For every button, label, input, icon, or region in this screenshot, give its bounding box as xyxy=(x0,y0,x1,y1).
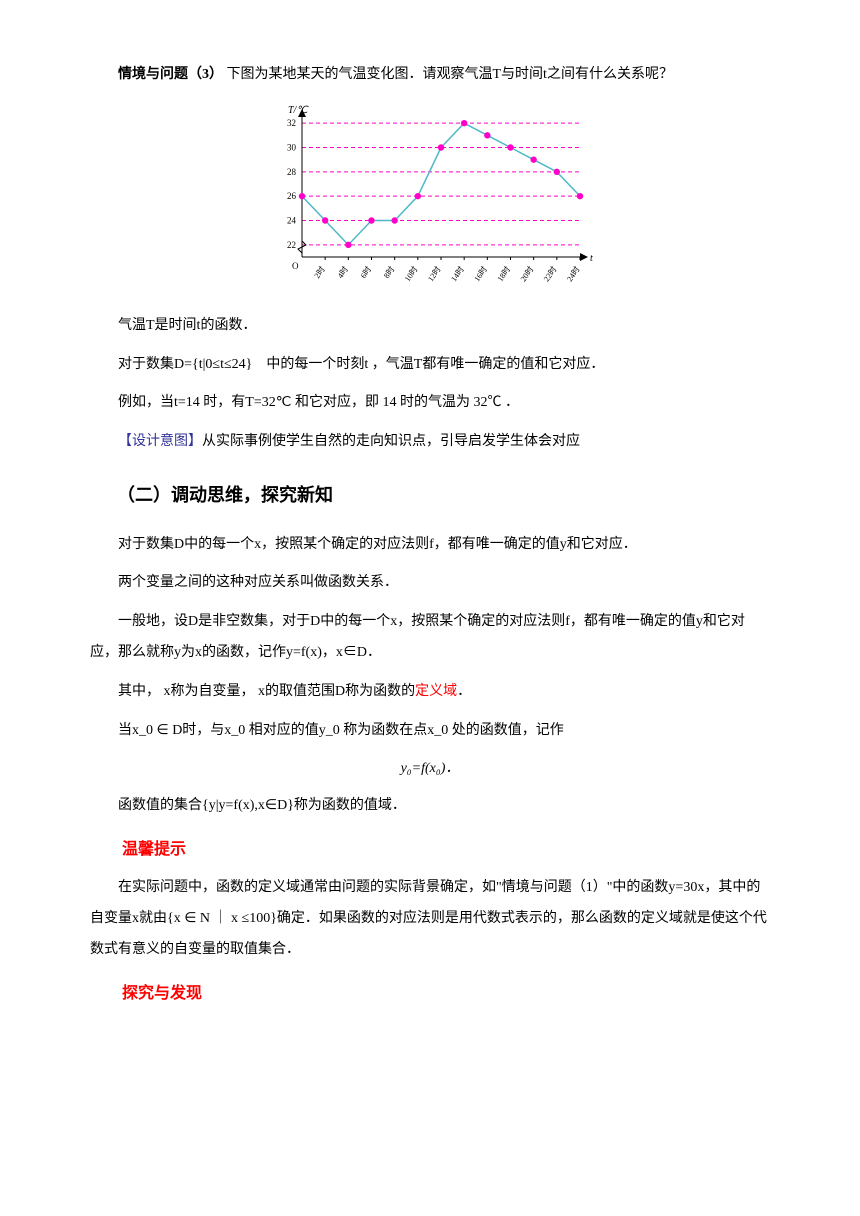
design-intent-para: 【设计意图】从实际事例使学生自然的走向知识点，引导启发学生体会对应 xyxy=(90,427,770,458)
svg-text:26: 26 xyxy=(287,191,297,201)
c4-b-definition-domain: 定义域 xyxy=(415,684,457,699)
design-intent-label: 【设计意图】 xyxy=(118,434,202,449)
chart-svg: 22 24 26 28 30 32 T/℃ t O 2时 4时 6时 8时 10时 12时 14时 16时 18时… xyxy=(260,101,600,291)
q3-label: 情境与问题（3） xyxy=(118,67,223,82)
svg-text:6时: 6时 xyxy=(358,264,373,280)
content-4: 其中， x称为自变量， x的取值范围D称为函数的定义域． xyxy=(90,677,770,708)
svg-text:24时: 24时 xyxy=(564,264,581,283)
svg-text:O: O xyxy=(292,261,299,271)
content-2: 两个变量之间的这种对应关系叫做函数关系． xyxy=(90,568,770,599)
svg-text:10时: 10时 xyxy=(402,264,419,283)
svg-text:14时: 14时 xyxy=(448,264,465,283)
svg-text:30: 30 xyxy=(287,142,297,152)
svg-text:20时: 20时 xyxy=(518,264,535,283)
para-3: 例如，当t=14 时，有T=32℃ 和它对应，即 14 时的气温为 32℃ ． xyxy=(90,388,770,419)
svg-text:4时: 4时 xyxy=(335,264,350,280)
design-intent-text: 从实际事例使学生自然的走向知识点，引导启发学生体会对应 xyxy=(202,434,580,449)
svg-text:t: t xyxy=(590,253,593,264)
para-1: 气温T是时间t的函数． xyxy=(90,311,770,342)
content-1: 对于数集D中的每一个x，按照某个确定的对应法则f，都有唯一确定的值y和它对应． xyxy=(90,530,770,561)
temperature-chart: 22 24 26 28 30 32 T/℃ t O 2时 4时 6时 8时 10时 12时 14时 16时 18时… xyxy=(260,101,600,291)
svg-text:2时: 2时 xyxy=(312,264,327,280)
explore-heading: 探究与发现 xyxy=(90,976,770,1011)
chart-container: 22 24 26 28 30 32 T/℃ t O 2时 4时 6时 8时 10时 12时 14时 16时 18时… xyxy=(90,101,770,291)
c4-a: 其中， x称为自变量， x的取值范围D称为函数的 xyxy=(118,684,415,699)
tip-heading: 温馨提示 xyxy=(90,832,770,867)
question-3-para: 情境与问题（3） 下图为某地某天的气温变化图．请观察气温T与时间t之间有什么关系… xyxy=(90,60,770,91)
formula: y₀=f(x₀)． xyxy=(90,754,770,785)
section-heading: （二）调动思维，探究新知 xyxy=(90,476,770,516)
tip-text: 在实际问题中，函数的定义域通常由问题的实际背景确定，如"情境与问题（1）"中的函… xyxy=(90,873,770,965)
svg-text:18时: 18时 xyxy=(495,264,512,283)
svg-text:22: 22 xyxy=(287,240,296,250)
svg-text:32: 32 xyxy=(287,118,296,128)
svg-text:12时: 12时 xyxy=(425,264,442,283)
svg-text:24: 24 xyxy=(287,215,297,225)
content-3: 一般地，设D是非空数集，对于D中的每一个x，按照某个确定的对应法则f，都有唯一确… xyxy=(90,607,770,669)
svg-text:28: 28 xyxy=(287,167,297,177)
q3-text: 下图为某地某天的气温变化图．请观察气温T与时间t之间有什么关系呢？ xyxy=(227,67,673,82)
svg-text:22时: 22时 xyxy=(541,264,558,283)
para-2: 对于数集D={t|0≤t≤24} 中的每一个时刻t ，气温T都有唯一确定的值和它… xyxy=(90,350,770,381)
svg-text:8时: 8时 xyxy=(381,264,396,280)
svg-text:T/℃: T/℃ xyxy=(288,105,309,116)
content-6: 函数值的集合{y|y=f(x),x∈D}称为函数的值域． xyxy=(90,791,770,822)
c4-c: ． xyxy=(457,684,471,699)
content-5: 当x_0 ∈ D时，与x_0 相对应的值y_0 称为函数在点x_0 处的函数值，… xyxy=(90,716,770,747)
svg-text:16时: 16时 xyxy=(472,264,489,283)
